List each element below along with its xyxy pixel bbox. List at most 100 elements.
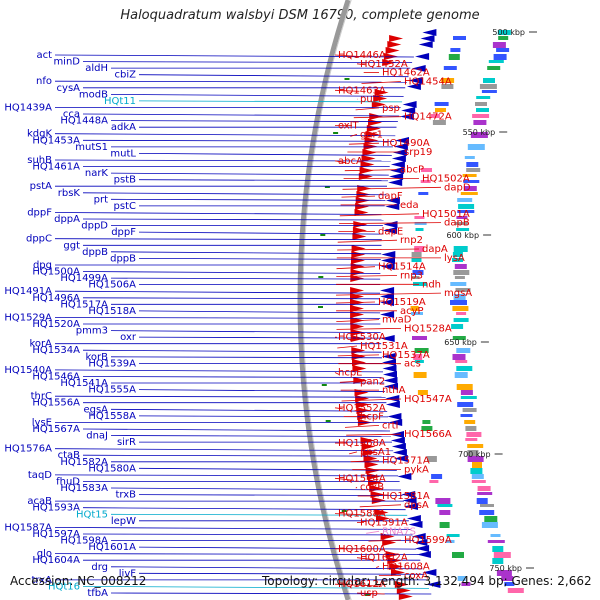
reverse-gene-leader bbox=[110, 330, 381, 333]
reverse-gene-leader bbox=[82, 192, 387, 196]
analysis-block bbox=[414, 360, 424, 363]
reverse-gene-leader bbox=[138, 231, 383, 235]
reverse-gene-leader bbox=[82, 533, 413, 536]
analysis-block bbox=[448, 54, 460, 60]
track-marker bbox=[341, 510, 347, 512]
forward-gene-leader bbox=[334, 407, 343, 410]
forward-strand-arrow bbox=[361, 443, 376, 450]
reverse-gene-leader bbox=[54, 54, 414, 58]
analysis-block bbox=[463, 180, 480, 183]
forward-gene-label: HQ1446A bbox=[338, 50, 386, 61]
analysis-block bbox=[421, 168, 432, 172]
analysis-block bbox=[467, 450, 479, 456]
forward-gene-label: nthA bbox=[382, 385, 406, 396]
analysis-block bbox=[452, 354, 466, 360]
reverse-gene-label: aldH bbox=[85, 63, 108, 74]
analysis-block bbox=[439, 522, 450, 528]
forward-gene-label: HQ1454A bbox=[404, 77, 452, 88]
forward-gene-leader bbox=[336, 328, 402, 330]
forward-gene-leader bbox=[335, 301, 376, 304]
forward-gene-label: coxB bbox=[360, 482, 384, 493]
analysis-block bbox=[463, 186, 477, 191]
forward-gene-label: HQ1463A bbox=[338, 85, 386, 96]
forward-strand-arrow bbox=[371, 497, 386, 504]
forward-gene-label: HQ1571A bbox=[382, 456, 430, 467]
analysis-block bbox=[490, 534, 501, 537]
forward-gene-label: oxlT bbox=[338, 121, 360, 132]
reverse-strand-arrow bbox=[401, 107, 416, 114]
reverse-gene-leader bbox=[110, 120, 398, 122]
reverse-gene-label: dppF bbox=[111, 227, 136, 238]
forward-strand-arrow bbox=[350, 275, 365, 282]
reverse-gene-leader bbox=[82, 271, 381, 274]
reverse-gene-label: HQ1597A bbox=[32, 529, 80, 540]
scale-tick-label: 550 kbp bbox=[463, 128, 496, 137]
forward-gene-label: ppsA1 bbox=[360, 447, 391, 458]
forward-gene-leader bbox=[337, 345, 358, 349]
analysis-block bbox=[453, 294, 466, 300]
track-marker bbox=[320, 234, 326, 236]
forward-gene-label: abcP bbox=[400, 165, 424, 176]
reverse-gene-label: HQ1541A bbox=[60, 378, 108, 389]
reverse-gene-label: dnaJ bbox=[86, 431, 108, 442]
analysis-block bbox=[471, 480, 486, 483]
forward-gene-label: dapE bbox=[378, 226, 403, 237]
track-marker bbox=[324, 186, 330, 188]
forward-gene-label: psp bbox=[382, 103, 400, 114]
reverse-gene-label: HQ1496A bbox=[32, 293, 80, 304]
analysis-block bbox=[454, 264, 467, 269]
analysis-block bbox=[487, 66, 501, 70]
forward-gene-leader bbox=[356, 63, 366, 66]
analysis-block bbox=[466, 432, 482, 437]
reverse-gene-label: adkA bbox=[111, 122, 136, 133]
forward-gene-leader bbox=[336, 266, 376, 270]
reverse-gene-label: narK bbox=[85, 168, 109, 179]
forward-strand-arrow bbox=[371, 101, 386, 108]
forward-gene-leader bbox=[366, 530, 380, 534]
analysis-block bbox=[422, 420, 431, 424]
track-marker bbox=[365, 594, 371, 596]
forward-gene-label: hcpE bbox=[338, 368, 363, 379]
reverse-gene-label: lepW bbox=[111, 516, 136, 527]
reverse-gene-leader bbox=[54, 553, 419, 555]
forward-gene-label: pykA bbox=[404, 465, 429, 476]
forward-strand-arrow bbox=[396, 587, 411, 594]
reverse-gene-leader bbox=[82, 61, 413, 63]
analysis-block bbox=[452, 306, 469, 311]
forward-gene-leader bbox=[334, 372, 340, 375]
reverse-gene-leader bbox=[138, 74, 409, 78]
analysis-block bbox=[467, 144, 485, 150]
forward-strand-arrow bbox=[355, 203, 370, 210]
analysis-block bbox=[445, 540, 455, 543]
forward-gene-label: HQ1519A bbox=[378, 297, 426, 308]
reverse-gene-label: HQt15 bbox=[76, 509, 108, 520]
reverse-gene-label: HQ1534A bbox=[32, 345, 80, 356]
reverse-gene-label: tfbA bbox=[87, 588, 108, 599]
analysis-block bbox=[437, 504, 453, 507]
reverse-strand-arrow bbox=[387, 413, 402, 420]
analysis-block bbox=[414, 246, 425, 252]
track-marker bbox=[325, 420, 331, 422]
forward-gene-leader bbox=[339, 380, 358, 383]
reverse-strand-arrow bbox=[390, 437, 405, 444]
reverse-gene-leader bbox=[82, 218, 384, 221]
analysis-block bbox=[461, 582, 471, 586]
reverse-gene-label: dpg bbox=[33, 260, 52, 271]
analysis-block bbox=[421, 426, 433, 431]
analysis-block bbox=[466, 168, 481, 172]
forward-strand-arrow bbox=[351, 245, 366, 252]
analysis-block bbox=[456, 312, 467, 315]
forward-gene-label: HQ1462A bbox=[382, 68, 430, 79]
reverse-gene-leader bbox=[138, 100, 403, 103]
reverse-gene-leader bbox=[138, 257, 381, 260]
analysis-block bbox=[467, 456, 484, 462]
reverse-gene-label: pstC bbox=[114, 201, 136, 212]
reverse-gene-label: HQ1517A bbox=[60, 299, 108, 310]
reverse-strand-arrow bbox=[380, 293, 394, 300]
analysis-block bbox=[492, 546, 504, 552]
reverse-strand-arrow bbox=[390, 161, 405, 168]
forward-strand-arrow bbox=[363, 455, 378, 462]
reverse-gene-leader bbox=[110, 566, 423, 570]
reverse-strand-arrow bbox=[408, 77, 423, 84]
forward-strand-arrow bbox=[365, 131, 380, 138]
